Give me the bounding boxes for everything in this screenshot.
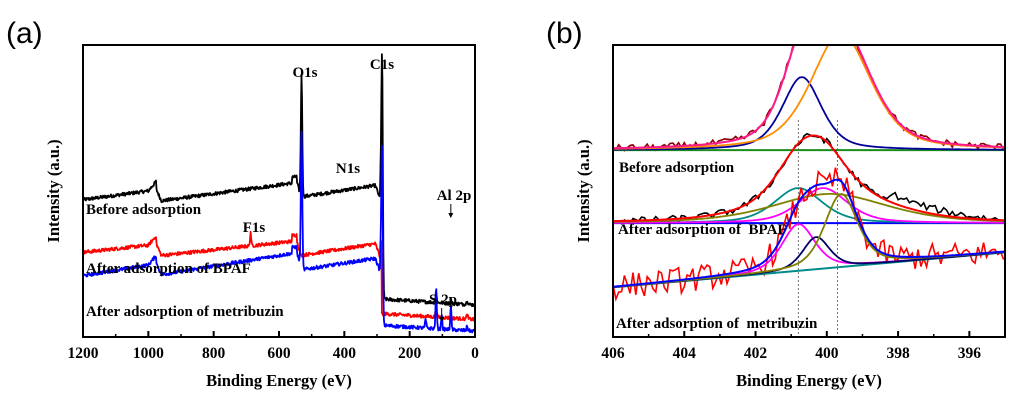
peak-annotation: O1s	[292, 65, 317, 81]
panel-a-y-axis-title: Intensity (a.u.)	[44, 139, 63, 242]
peak-annotation: Al 2p	[437, 188, 472, 204]
panel-b-tick-label: 398	[886, 345, 910, 362]
panel-b-y-axis-title: Intensity (a.u.)	[574, 139, 593, 242]
panel-b-frame	[612, 44, 1006, 338]
panel-b-x-axis-title: Binding Energy (eV)	[736, 371, 882, 390]
panel-b-tick-label: 402	[744, 345, 768, 362]
peak-annotation: C1s	[370, 57, 394, 73]
panel-b: (b) 406 404 402 400 398 396 Binding Energy (e…	[546, 17, 1006, 390]
panel-a-plot-area	[83, 53, 475, 334]
panel-a: (a) 1200 1000 800 600 400 200 0 Binding Energy…	[6, 17, 479, 390]
panel-b-series-labels: Before adsorption After adsorption of BPA…	[616, 160, 818, 332]
series-label: After adsorption of BPAF	[618, 222, 787, 238]
raw-data-line-after-adsorption-of-metribuzin	[613, 167, 1005, 302]
panel-a-tick-label: 800	[202, 345, 226, 362]
series-line-after-adsorption-of-bpaf	[83, 230, 475, 322]
arrow-head-icon	[448, 213, 454, 218]
arrow-head-icon	[439, 317, 445, 322]
panel-a-tick-label: 600	[267, 345, 291, 362]
series-label: After adsorption of metribuzin	[86, 304, 284, 320]
series-label: After adsorption of metribuzin	[616, 316, 818, 332]
fit-component-after-adsorption-of-metribuzin	[613, 193, 1005, 288]
panel-a-tick-label: 200	[398, 345, 422, 362]
series-label: Before adsorption	[619, 160, 735, 176]
fit-component-before-adsorption	[613, 45, 1005, 150]
panel-a-tick-label: 0	[471, 345, 479, 362]
panel-a-x-axis: 1200 1000 800 600 400 200 0	[68, 331, 479, 362]
peak-annotation: N1s	[336, 161, 360, 177]
series-label: Before adsorption	[86, 202, 202, 218]
panel-label-a: (a)	[6, 17, 43, 50]
fit-component-before-adsorption	[613, 76, 1005, 151]
panel-a-tick-label: 1200	[68, 345, 99, 362]
fit-envelope-after-adsorption-of-bpaf	[613, 134, 1005, 223]
series-line-after-adsorption-of-metribuzin	[83, 130, 475, 334]
peak-annotation: S 2p	[429, 292, 457, 308]
panel-a-tick-label: 1000	[133, 345, 164, 362]
panel-a-x-axis-title: Binding Energy (eV)	[206, 371, 352, 390]
panel-a-tick-label: 400	[333, 345, 357, 362]
peak-annotation: F1s	[243, 220, 266, 236]
series-line-before-adsorption	[83, 53, 475, 308]
fit-component-after-adsorption-of-metribuzin	[613, 236, 1005, 289]
panel-b-tick-label: 396	[958, 345, 982, 362]
fit-envelope-before-adsorption	[613, 45, 1005, 150]
panel-b-tick-label: 404	[673, 345, 697, 362]
panel-b-tick-label: 406	[601, 345, 625, 362]
panel-b-x-axis: 406 404 402 400 398 396	[601, 331, 981, 362]
panel-b-tick-label: 400	[815, 345, 839, 362]
fit-component-after-adsorption-of-bpaf	[613, 192, 1005, 223]
fit-envelope-after-adsorption-of-metribuzin	[613, 178, 1005, 288]
panel-a-annotations: Before adsorption After adsorption of BPA…	[86, 57, 471, 322]
series-label: After adsorption of BPAF	[86, 261, 251, 277]
panel-b-plot-area	[613, 45, 1005, 337]
panel-label-b: (b)	[546, 17, 583, 50]
